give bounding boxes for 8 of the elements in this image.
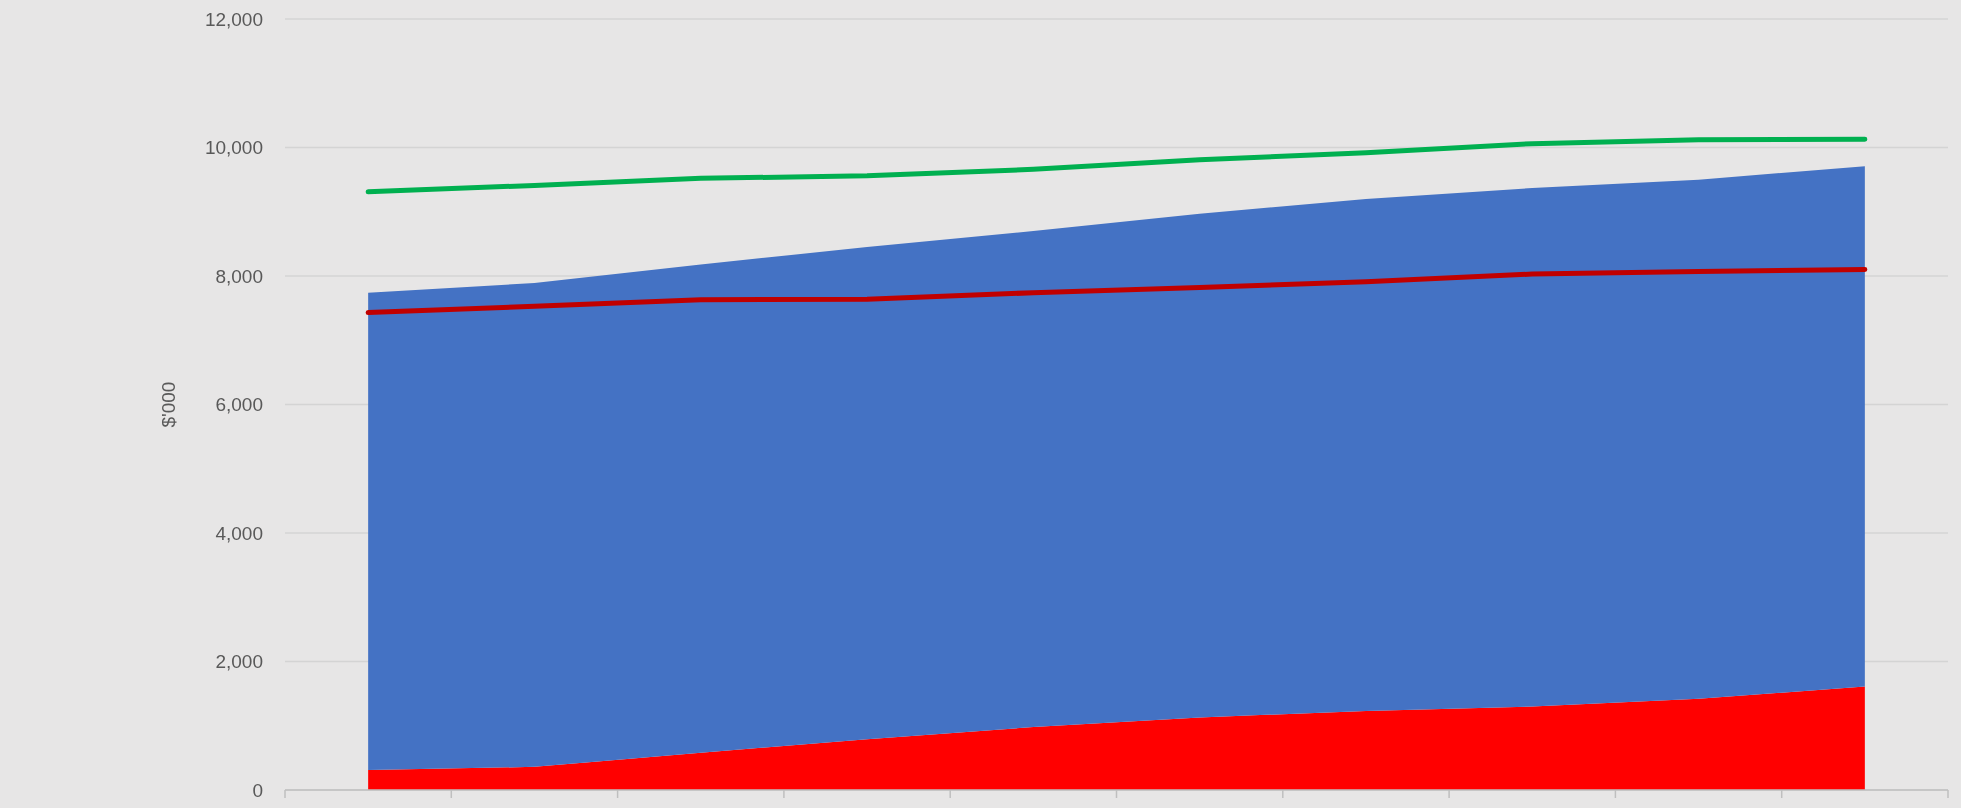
y-axis-title: $'000 (158, 381, 179, 428)
y-tick-label: 8,000 (215, 265, 263, 287)
y-tick-label: 12,000 (204, 8, 263, 30)
y-tick-label: 2,000 (215, 651, 263, 673)
y-tick-label: 10,000 (204, 137, 263, 159)
y-tick-label: 0 (252, 779, 263, 801)
y-tick-label: 4,000 (215, 522, 263, 544)
y-tick-label: 6,000 (215, 394, 263, 416)
